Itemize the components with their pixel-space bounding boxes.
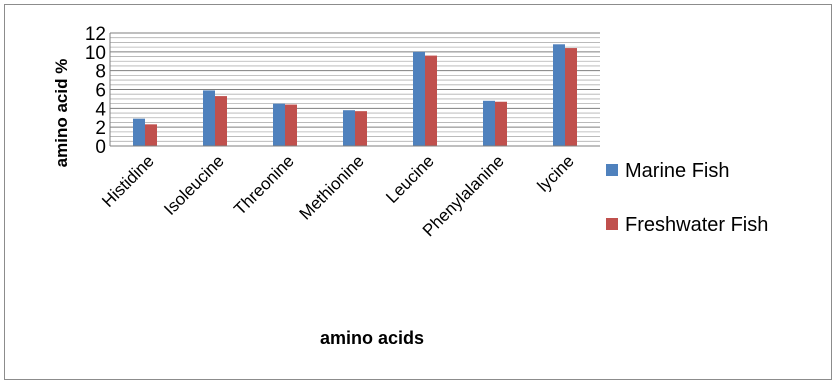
bar-marine-fish-histidine (133, 118, 145, 146)
y-tick-label: 8 (95, 62, 106, 83)
bar-freshwater-fish-methionine (355, 111, 367, 146)
bar-marine-fish-lycine (553, 44, 565, 146)
legend-label: Freshwater Fish (625, 214, 768, 236)
axes (109, 33, 600, 147)
bar-marine-fish-methionine (343, 110, 355, 146)
bar-freshwater-fish-histidine (145, 124, 157, 146)
y-tick-label: 10 (85, 43, 106, 64)
y-tick-label: 4 (95, 99, 106, 120)
bar-marine-fish-isoleucine (203, 90, 215, 146)
bar-marine-fish-threonine (273, 103, 285, 146)
y-axis-label: amino acid % (52, 59, 71, 168)
y-tick-label: 0 (95, 137, 106, 158)
bar-freshwater-fish-isoleucine (215, 96, 227, 146)
bars (133, 44, 577, 147)
bar-freshwater-fish-phenylalanine (495, 101, 507, 146)
legend-swatch (606, 164, 618, 176)
bar-marine-fish-leucine (413, 51, 425, 147)
y-tick-label: 6 (95, 81, 106, 102)
y-tick-label: 2 (95, 118, 106, 139)
x-axis-label: amino acids (320, 328, 424, 348)
bar-freshwater-fish-threonine (285, 104, 297, 146)
bar-marine-fish-phenylalanine (483, 100, 495, 146)
bar-freshwater-fish-lycine (565, 48, 577, 146)
legend: Marine Fish Freshwater Fish (606, 160, 768, 236)
bar-freshwater-fish-leucine (425, 55, 437, 146)
legend-swatch (606, 218, 618, 230)
legend-label: Marine Fish (625, 160, 729, 182)
y-tick-label: 12 (85, 24, 106, 45)
